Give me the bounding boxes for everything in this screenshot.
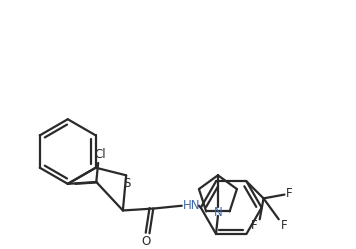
Text: Cl: Cl <box>94 148 106 161</box>
Text: HN: HN <box>183 199 200 212</box>
Text: F: F <box>281 219 288 233</box>
Text: F: F <box>251 219 257 233</box>
Text: O: O <box>141 235 150 248</box>
Text: N: N <box>214 206 222 219</box>
Text: S: S <box>124 177 131 190</box>
Text: F: F <box>286 187 293 200</box>
